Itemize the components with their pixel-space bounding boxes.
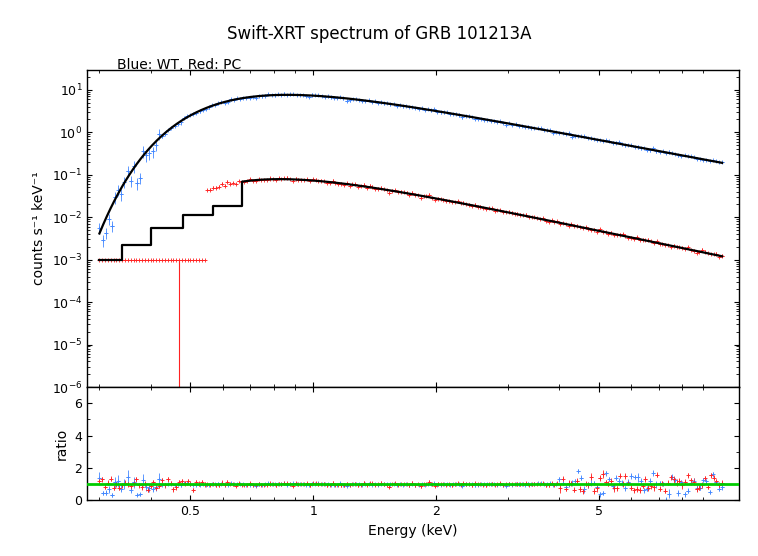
X-axis label: Energy (keV): Energy (keV) <box>368 524 458 538</box>
Y-axis label: ratio: ratio <box>55 428 69 460</box>
Y-axis label: counts s⁻¹ keV⁻¹: counts s⁻¹ keV⁻¹ <box>33 171 46 285</box>
Text: Blue: WT, Red: PC: Blue: WT, Red: PC <box>117 58 242 72</box>
Text: Swift-XRT spectrum of GRB 101213A: Swift-XRT spectrum of GRB 101213A <box>227 25 531 43</box>
